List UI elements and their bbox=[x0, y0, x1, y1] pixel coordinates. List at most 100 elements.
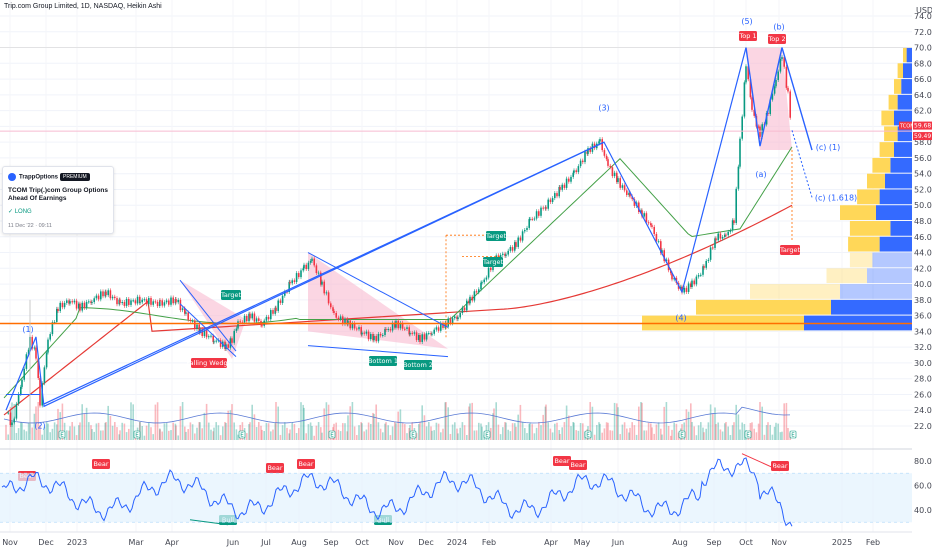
volume-bar bbox=[605, 422, 608, 440]
candle-body bbox=[430, 333, 432, 335]
volume-bar bbox=[367, 422, 370, 440]
candle-body bbox=[456, 316, 458, 320]
volume-bar bbox=[653, 433, 655, 440]
volume-bar bbox=[379, 428, 382, 440]
candle-body bbox=[528, 219, 530, 228]
volume-bar bbox=[361, 423, 363, 440]
volume-bar bbox=[619, 434, 621, 440]
candle-body bbox=[478, 289, 480, 293]
volume-bar bbox=[611, 430, 614, 440]
candle-body bbox=[51, 322, 54, 335]
volume-bar bbox=[116, 427, 118, 440]
candle-body bbox=[406, 327, 408, 329]
price-tick: 64.00 bbox=[914, 91, 932, 100]
volume-bar bbox=[307, 424, 310, 440]
candle-body bbox=[733, 220, 735, 223]
candle-body bbox=[480, 282, 482, 290]
volume-bar bbox=[493, 408, 495, 440]
volume-bar bbox=[737, 414, 740, 440]
volume-bar bbox=[248, 424, 250, 440]
rsi-signal-tag-bg bbox=[553, 456, 571, 466]
candle-body bbox=[459, 313, 461, 318]
volume-bar bbox=[177, 435, 179, 440]
volume-bar bbox=[599, 423, 601, 440]
wave-label: (1) bbox=[22, 325, 33, 334]
volume-bar bbox=[159, 429, 161, 440]
candle-body bbox=[159, 300, 161, 307]
rsi-signal-tag: Bear bbox=[569, 460, 587, 470]
rsi-signal-tag-bg bbox=[297, 459, 315, 469]
candle-body bbox=[409, 332, 411, 335]
candle-body bbox=[114, 296, 116, 299]
candle-body bbox=[125, 298, 128, 306]
time-tick: Jun bbox=[226, 538, 240, 547]
volume-bar bbox=[263, 431, 265, 440]
candle-body bbox=[17, 394, 20, 404]
triangle-upper bbox=[307, 252, 449, 328]
volume-bar bbox=[528, 424, 530, 440]
vp-bar-up bbox=[903, 47, 907, 63]
vp-bar-up bbox=[867, 173, 885, 189]
volume-bar bbox=[351, 402, 354, 440]
wave-label: (5) bbox=[741, 17, 752, 26]
volume-bar bbox=[526, 433, 528, 440]
volume-bar bbox=[85, 407, 88, 440]
volume-bar bbox=[440, 432, 442, 440]
time-tick: 2023 bbox=[67, 538, 87, 547]
volume-bar bbox=[739, 429, 741, 440]
moving-averages bbox=[3, 146, 793, 416]
earnings-marker-label: E bbox=[135, 433, 139, 439]
candle-body bbox=[327, 292, 330, 304]
candle-body bbox=[421, 334, 423, 342]
volume-bar bbox=[66, 430, 68, 440]
earnings-marker-label: E bbox=[746, 433, 750, 439]
vp-bar-up bbox=[881, 110, 894, 126]
candle-body bbox=[572, 172, 574, 177]
vp-bar-up bbox=[857, 189, 880, 205]
candle-body bbox=[719, 233, 722, 239]
time-tick: Dec bbox=[418, 538, 433, 547]
volume-bar bbox=[105, 422, 107, 440]
candle-body bbox=[787, 87, 789, 92]
candle-body bbox=[712, 247, 714, 249]
candle-body bbox=[159, 300, 161, 302]
volume-bar bbox=[217, 425, 220, 440]
rsi-signal-tag: Bear bbox=[297, 459, 315, 469]
candle-body bbox=[505, 254, 507, 256]
idea-card[interactable]: TrappOptions PREMIUM TCOM Trip(.)com Gro… bbox=[2, 166, 114, 234]
candle-body bbox=[227, 344, 229, 348]
earnings-marker-label: E bbox=[485, 433, 489, 439]
candle-body bbox=[547, 199, 549, 209]
rsi-signal-tag-bg bbox=[266, 463, 284, 473]
time-tick: 2024 bbox=[447, 538, 467, 547]
candle-body bbox=[685, 287, 688, 292]
candles bbox=[7, 55, 791, 428]
volume-bar bbox=[154, 404, 157, 440]
earnings-marker-label: E bbox=[60, 433, 64, 439]
candle-body bbox=[179, 299, 182, 311]
candle-body bbox=[617, 178, 619, 183]
candle-body bbox=[379, 333, 382, 336]
volume-bar bbox=[511, 423, 514, 440]
volume-bar bbox=[199, 422, 201, 440]
volume-bar bbox=[375, 404, 377, 440]
candle-body bbox=[45, 352, 48, 368]
drawings: (1) (2) (3) (4) (5) (b) (a) (c) (1) (c) (1.618) bbox=[0, 17, 912, 434]
candle-body bbox=[39, 378, 41, 406]
candle-body bbox=[502, 253, 504, 255]
candle-body bbox=[57, 308, 59, 312]
volume-bar bbox=[258, 422, 260, 440]
candle-body bbox=[731, 220, 734, 231]
volume-bar bbox=[295, 433, 298, 440]
vp-bar-down bbox=[890, 221, 912, 236]
price-tick: 74.00 bbox=[914, 12, 932, 21]
candle-body bbox=[640, 210, 642, 212]
volume-bar bbox=[346, 431, 348, 440]
candle-body bbox=[83, 302, 86, 308]
volume-bar bbox=[59, 412, 61, 440]
candle-body bbox=[13, 418, 15, 423]
candle-body bbox=[375, 335, 377, 342]
volume-bar bbox=[538, 422, 540, 440]
